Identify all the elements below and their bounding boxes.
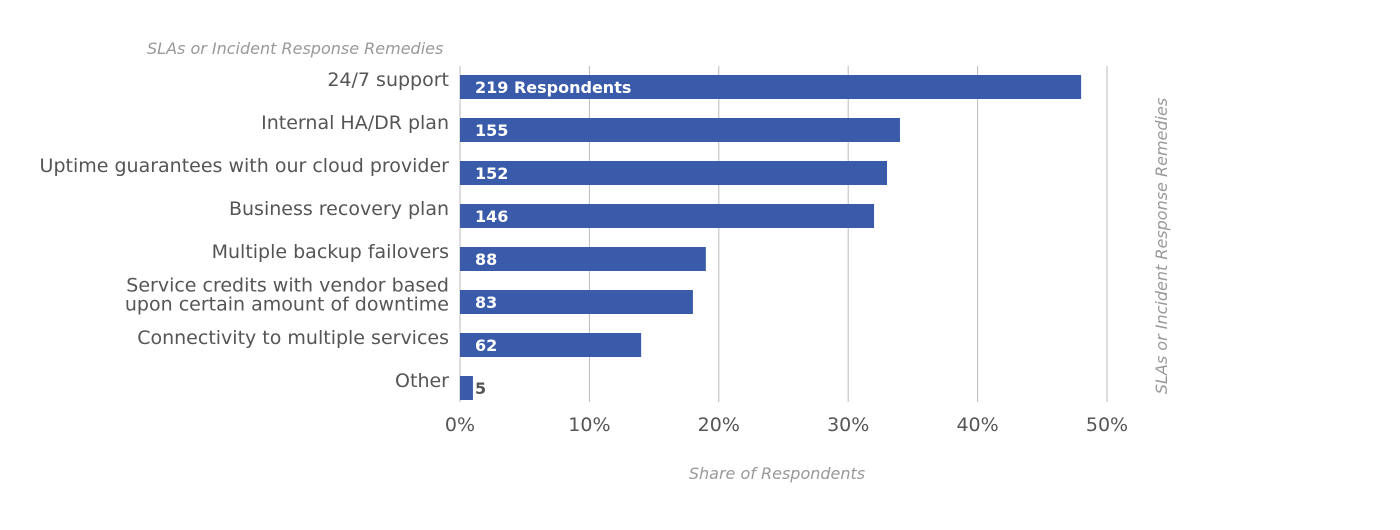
bar-value-label: 88 <box>475 250 497 269</box>
x-tick-label: 20% <box>698 414 740 436</box>
x-tick-label: 50% <box>1086 414 1128 436</box>
category-label: Service credits with vendor based upon ce… <box>125 275 449 316</box>
category-label: Business recovery plan <box>229 198 449 220</box>
bars: 219 Respondents 155 152 146 88 83 62 5 <box>460 75 1082 400</box>
category-label: Connectivity to multiple services <box>137 327 449 349</box>
bar <box>460 376 473 400</box>
x-tick-label: 40% <box>956 414 998 436</box>
category-label: Uptime guarantees with our cloud provide… <box>40 155 450 177</box>
y-axis-title-right: SLAs or Incident Response Remedies <box>1152 98 1171 394</box>
category-label: Internal HA/DR plan <box>261 112 449 134</box>
bar <box>460 204 875 228</box>
bar-value-label: 146 <box>475 207 508 226</box>
bar-value-label: 152 <box>475 164 508 183</box>
bar <box>460 118 900 142</box>
category-label: Multiple backup failovers <box>212 241 449 263</box>
bar <box>460 161 888 185</box>
x-tick-label: 30% <box>827 414 869 436</box>
bar <box>460 75 1082 99</box>
bar <box>460 247 706 271</box>
bar <box>460 333 642 357</box>
x-tick-label: 0% <box>445 414 475 436</box>
bar-value-label: 62 <box>475 336 497 355</box>
bar-value-label: 219 Respondents <box>475 78 631 97</box>
category-labels: 24/7 support Internal HA/DR plan Uptime gu… <box>40 69 450 392</box>
bar-value-label: 5 <box>475 379 486 398</box>
bar-value-label: 155 <box>475 121 508 140</box>
x-axis-title: Share of Respondents <box>689 464 865 483</box>
category-label: 24/7 support <box>327 69 449 91</box>
chart-title: SLAs or Incident Response Remedies <box>147 39 443 58</box>
bar-value-label: 83 <box>475 293 497 312</box>
category-label: Other <box>395 370 449 392</box>
x-tick-label: 10% <box>568 414 610 436</box>
bar <box>460 290 693 314</box>
x-tick-labels: 0% 10% 20% 30% 40% 50% <box>445 414 1128 436</box>
